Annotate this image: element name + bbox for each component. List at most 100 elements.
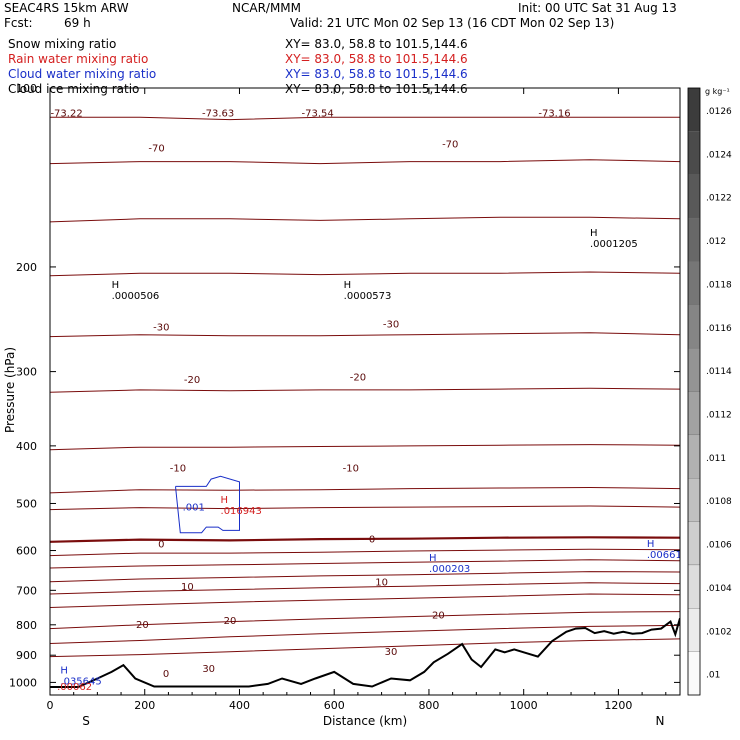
colorbar-tick-label: .0116: [706, 324, 732, 334]
colorbar-swatch: [687, 521, 701, 566]
colorbar-swatch: [687, 347, 701, 392]
temperature-contour: [50, 216, 680, 223]
temperature-contour: [50, 505, 680, 511]
maximum-value: .001: [183, 503, 205, 514]
contour-label: 20: [224, 616, 237, 627]
maximum-marker: H: [221, 495, 229, 506]
x-tick-label: 600: [324, 699, 345, 712]
colorbar-swatch: [687, 261, 701, 305]
maximum-marker: H: [60, 666, 68, 677]
colorbar-swatch: [687, 131, 701, 175]
forecast-label: Fcst:: [4, 16, 33, 30]
y-tick-label: 300: [16, 366, 37, 379]
contour-label: -73.16: [538, 109, 570, 120]
colorbar-tick-label: .0104: [706, 584, 732, 594]
colorbar-swatch: [687, 174, 701, 219]
init-time: Init: 00 UTC Sat 31 Aug 13: [518, 1, 677, 15]
contour-label: -73.54: [302, 109, 334, 120]
colorbar-swatch: [687, 608, 701, 652]
colorbar-swatch: [687, 217, 701, 262]
plot-frame: [49, 87, 681, 696]
temperature-contour: [50, 571, 680, 583]
x-tick-label: 800: [418, 699, 439, 712]
temperature-contour: [50, 582, 680, 595]
contour-label: 20: [136, 620, 149, 631]
contour-label: -30: [153, 323, 169, 334]
field-legend: Snow mixing ratio XY= 83.0, 58.8 to 101.5…: [8, 37, 468, 96]
maximum-marker: H: [429, 553, 437, 564]
colorbar-swatch: [687, 478, 701, 522]
colorbar-swatch: [687, 564, 701, 609]
colorbar-tick-label: .0126: [706, 107, 732, 117]
y-tick-label: 400: [16, 440, 37, 453]
maximum-value: .0000573: [344, 291, 392, 302]
maximum-value: .0001205: [590, 239, 638, 250]
y-tick-label: 200: [16, 261, 37, 274]
maximum-value: .016943: [221, 506, 262, 517]
y-tick-label: 600: [16, 545, 37, 558]
maximum-value: .00062: [57, 682, 92, 693]
x-tick-label: 1200: [604, 699, 632, 712]
contour-label: -73.63: [202, 109, 234, 120]
maximum-marker: H: [344, 280, 352, 291]
field-xy-range: XY= 83.0, 58.8 to 101.5,144.6: [285, 52, 468, 66]
maximum-value: .000203: [429, 564, 470, 575]
field-name: Rain water mixing ratio: [8, 52, 148, 66]
colorbar-swatch: [687, 434, 701, 479]
contour-label: 0: [369, 535, 375, 546]
temperature-contour: [50, 332, 680, 338]
model-label: SEAC4RS 15km ARW: [4, 1, 129, 15]
temperature-contour: [50, 548, 680, 557]
temperature-contour: [50, 159, 680, 165]
temperature-contour: [50, 638, 680, 658]
contour-label: 30: [385, 647, 398, 658]
field-xy-range: XY= 83.0, 58.8 to 101.5,144.6: [285, 37, 468, 51]
colorbar-swatch: [687, 304, 701, 349]
colorbar-frame: [687, 87, 701, 696]
y-tick-label: 800: [16, 619, 37, 632]
x-tick-label: 0: [47, 699, 54, 712]
contour-label: -70: [148, 144, 164, 155]
colorbar-tick-label: .0118: [706, 280, 732, 290]
maximum-marker: H: [112, 280, 120, 291]
temperature-contour: [50, 559, 680, 569]
temperature-contour: [50, 271, 680, 277]
maximum-marker: H: [590, 228, 598, 239]
axes: 0 200 400 600 800 1000 12001002003004005006007…: [9, 82, 680, 712]
contour-label: 20: [432, 610, 445, 621]
contour-label: -20: [184, 375, 200, 386]
colorbar-tick-label: .01: [706, 671, 720, 681]
colorbar-swatch: [687, 391, 701, 436]
colorbar-tick-label: .0108: [706, 497, 732, 507]
cloud-water-contour: [175, 475, 240, 534]
contour-label: -10: [170, 464, 186, 475]
x-tick-label: 400: [229, 699, 250, 712]
contour-label: 10: [181, 582, 194, 593]
contour-label: -73.22: [50, 109, 82, 120]
contour-label: 0: [163, 669, 169, 680]
colorbar-tick-label: .011: [706, 454, 726, 464]
y-axis-label: Pressure (hPa): [3, 347, 17, 433]
field-xy-range: XY= 83.0, 58.8 to 101.5,144.6: [285, 67, 468, 81]
terrain-line: [50, 618, 680, 688]
y-tick-label: 900: [16, 649, 37, 662]
endpoint-left-label: S: [82, 714, 90, 728]
field-name: Snow mixing ratio: [8, 37, 116, 51]
y-tick-label: 500: [16, 497, 37, 510]
temperature-contour: [50, 611, 680, 630]
contour-label: 0: [158, 540, 164, 551]
temperature-contour: [50, 444, 680, 451]
plot-area: -73.22 -73.63 -73.54 -73.16 -70 -70 -30 -30 -20 -…: [50, 109, 680, 693]
colorbar-tick-label: .0124: [706, 150, 732, 160]
endpoint-right-label: N: [656, 714, 665, 728]
colorbar-tick-label: .0112: [706, 411, 732, 421]
colorbar-tick-label: .0102: [706, 627, 732, 637]
contour-label: -20: [350, 373, 366, 384]
colorbar-tick-label: .0122: [706, 194, 732, 204]
contour-label: -30: [383, 320, 399, 331]
colorbar-swatch: [687, 651, 701, 696]
maximum-value: .035645: [60, 677, 101, 688]
maximum-value: .0000506: [112, 291, 160, 302]
temperature-contour: [50, 387, 680, 393]
